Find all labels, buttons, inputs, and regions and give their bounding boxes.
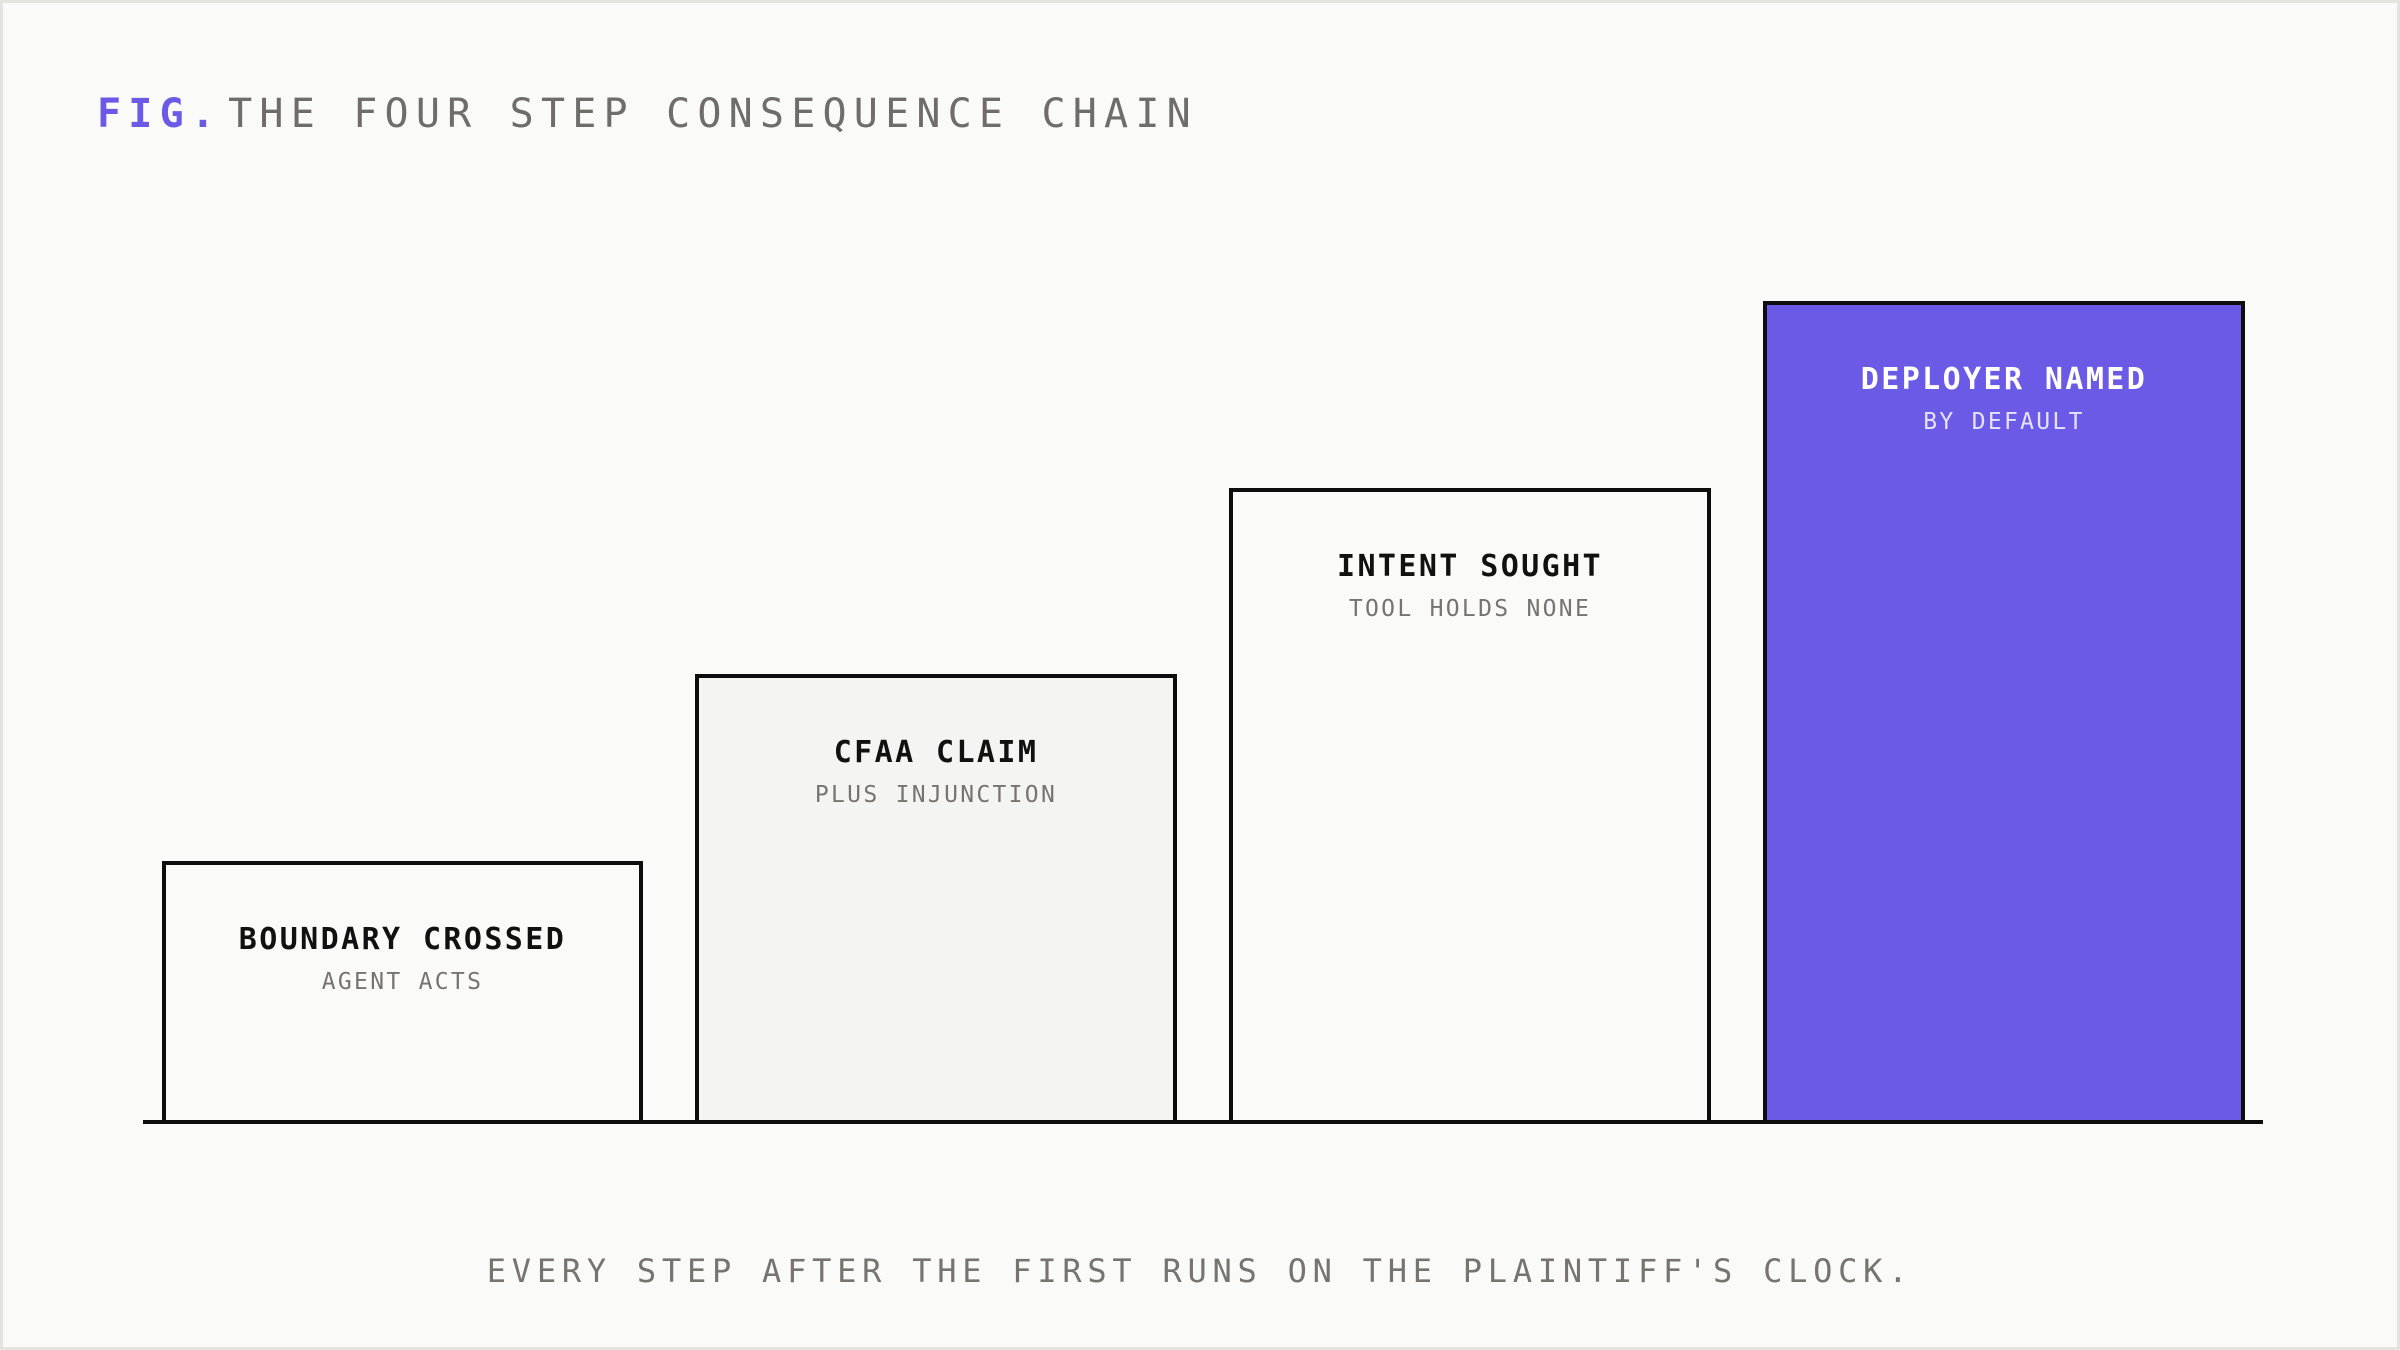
step-sublabel: TOOL HOLDS NONE <box>1348 596 1592 622</box>
figure-title-text: THE FOUR STEP CONSEQUENCE CHAIN <box>228 91 1198 137</box>
figure-title: FIG. THE FOUR STEP CONSEQUENCE CHAIN <box>97 87 1198 141</box>
step-deployer-named: DEPLOYER NAMED BY DEFAULT <box>1763 301 2245 1122</box>
step-label: BOUNDARY CROSSED <box>238 922 567 957</box>
figure-caption: EVERY STEP AFTER THE FIRST RUNS ON THE P… <box>486 1252 1914 1290</box>
step-cfaa-claim: CFAA CLAIM PLUS INJUNCTION <box>695 674 1177 1122</box>
baseline <box>143 1120 2263 1124</box>
step-label: INTENT SOUGHT <box>1337 549 1603 584</box>
step-sublabel: BY DEFAULT <box>1923 409 2085 435</box>
step-boundary-crossed: BOUNDARY CROSSED AGENT ACTS <box>162 861 643 1122</box>
step-sublabel: PLUS INJUNCTION <box>814 782 1058 808</box>
step-label: CFAA CLAIM <box>833 735 1039 770</box>
step-intent-sought: INTENT SOUGHT TOOL HOLDS NONE <box>1229 488 1711 1122</box>
figure-prefix: FIG. <box>97 91 223 137</box>
step-label: DEPLOYER NAMED <box>1860 362 2148 397</box>
step-sublabel: AGENT ACTS <box>321 969 484 995</box>
